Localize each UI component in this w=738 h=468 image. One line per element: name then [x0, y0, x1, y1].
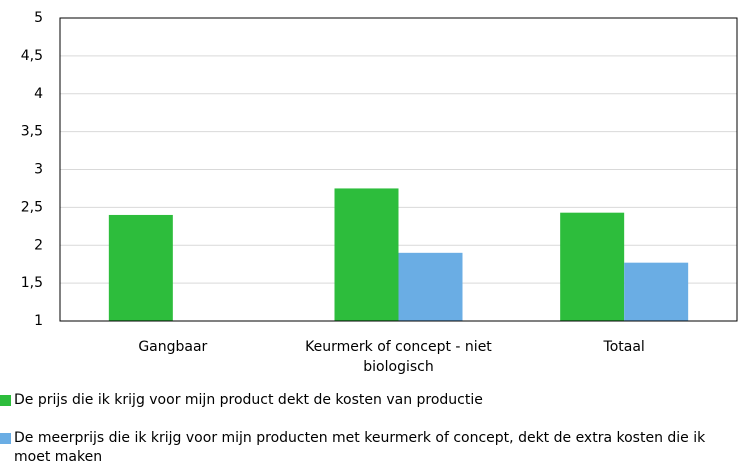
bar	[108, 214, 173, 321]
x-tick-label: Gangbaar	[138, 339, 208, 355]
bar	[334, 188, 399, 321]
bar	[398, 252, 463, 321]
x-tick-label: Keurmerk of concept - niet biologisch	[305, 339, 492, 375]
y-tick-label: 2,5	[21, 199, 43, 215]
y-tick-label: 5	[34, 10, 43, 26]
y-tick-label: 3	[34, 162, 43, 178]
y-tick-label: 4	[34, 86, 43, 102]
legend-swatch	[0, 395, 11, 406]
y-tick-label: 3,5	[21, 124, 43, 140]
y-tick-label: 4,5	[21, 48, 43, 64]
legend-label: De meerprijs die ik krijg voor mijn prod…	[14, 430, 706, 465]
legend-label: De prijs die ik krijg voor mijn product …	[14, 392, 483, 408]
legend-swatch	[0, 433, 11, 444]
legend-item: De meerprijs die ik krijg voor mijn prod…	[0, 429, 730, 467]
bar	[560, 212, 625, 321]
legend-item: De prijs die ik krijg voor mijn product …	[0, 391, 730, 410]
plot-frame	[59, 17, 738, 322]
bar	[624, 262, 689, 321]
x-tick-label: Totaal	[603, 339, 645, 355]
y-tick-label: 1	[34, 313, 43, 329]
y-tick-label: 1,5	[21, 275, 43, 291]
y-tick-label: 2	[34, 237, 43, 253]
